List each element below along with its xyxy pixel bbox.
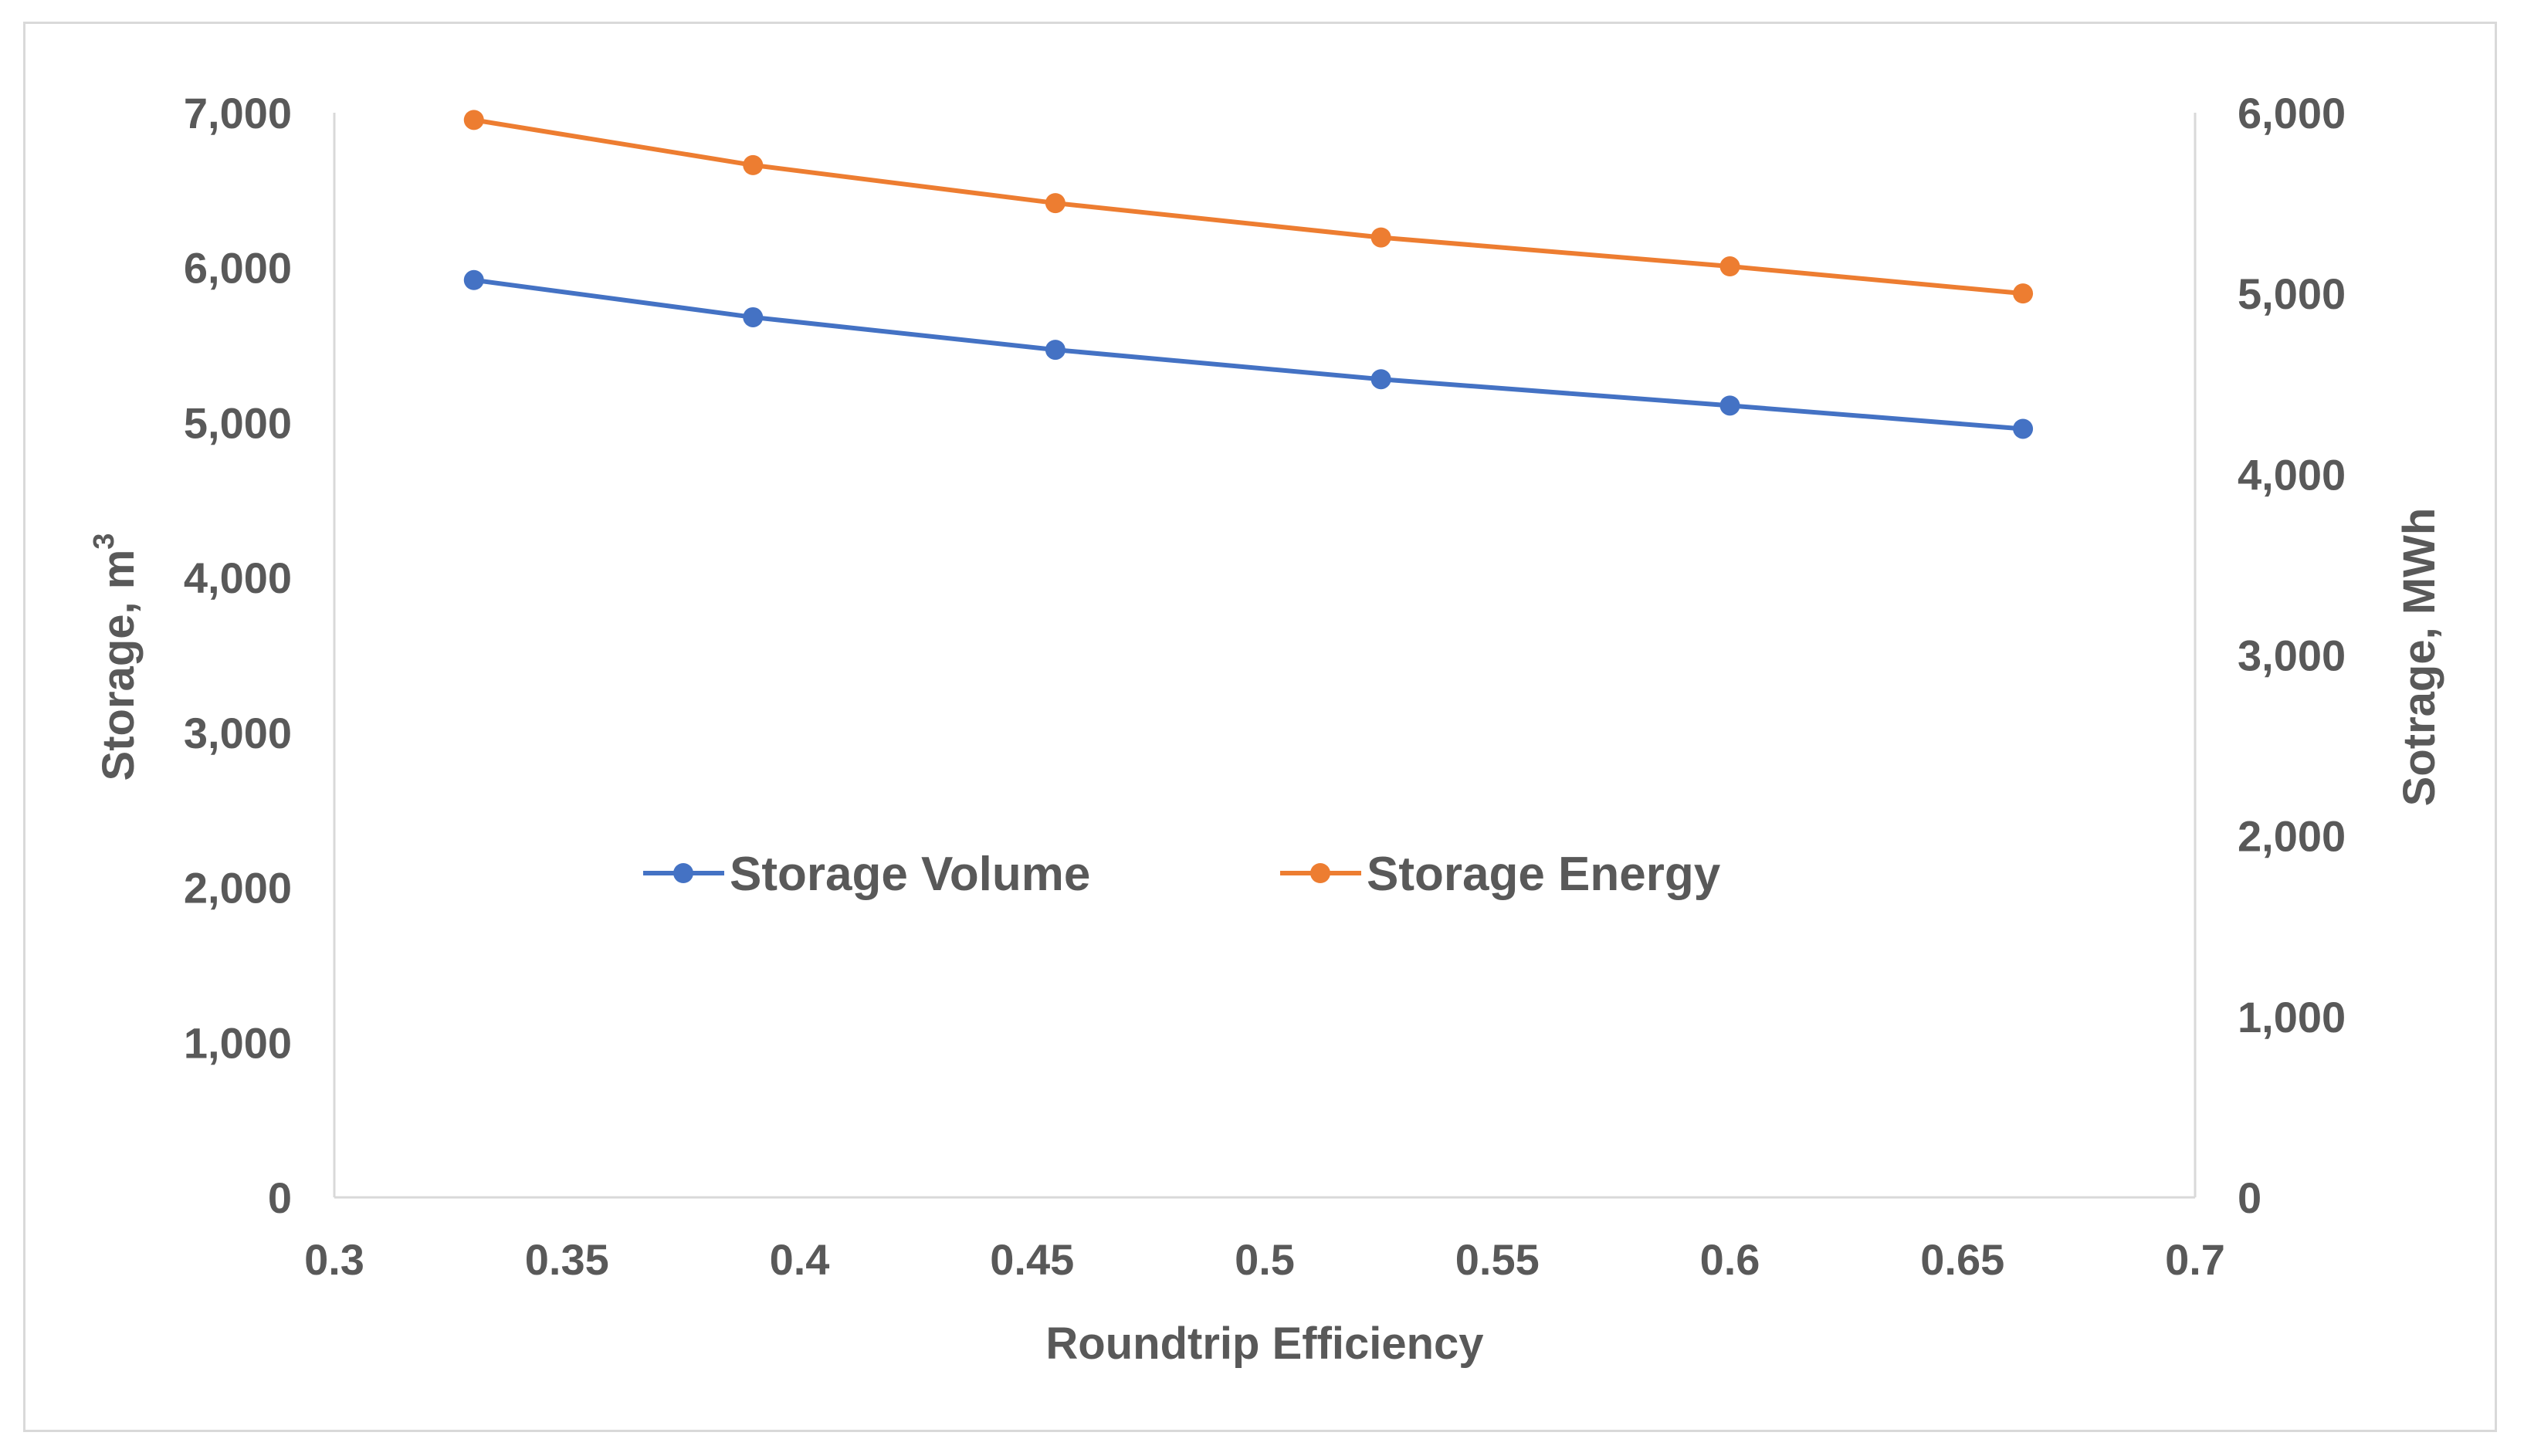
x-tick-label: 0.45 xyxy=(990,1235,1074,1284)
storage-volume-point xyxy=(2013,418,2034,439)
y-axis-left-title: Storage, m3 xyxy=(88,533,144,781)
x-tick-label: 0.7 xyxy=(2165,1235,2225,1284)
legend-item-storage-energy: Storage Energy xyxy=(1280,848,1721,901)
y-axis-left-ticks: 0 1,000 2,000 3,000 4,000 5,000 6,000 7,000 xyxy=(184,89,292,1222)
x-tick-label: 0.35 xyxy=(525,1235,609,1284)
y-right-tick-label: 4,000 xyxy=(2238,450,2346,499)
x-tick-label: 0.4 xyxy=(770,1235,830,1284)
x-axis-ticks: 0.3 0.35 0.4 0.45 0.5 0.55 0.6 0.65 0.7 xyxy=(304,1235,2225,1284)
y-axis-right-title: Sotrage, MWh xyxy=(2394,508,2444,807)
y-left-tick-label: 0 xyxy=(268,1173,292,1222)
x-tick-label: 0.3 xyxy=(304,1235,364,1284)
storage-volume-point xyxy=(1370,369,1391,390)
y-left-tick-label: 1,000 xyxy=(184,1018,292,1067)
legend-label: Storage Volume xyxy=(730,848,1090,901)
y-right-tick-label: 3,000 xyxy=(2238,631,2346,680)
legend: Storage Volume Storage Energy xyxy=(643,848,1721,901)
legend-swatch-marker xyxy=(1310,863,1330,883)
legend-label: Storage Energy xyxy=(1367,848,1721,901)
y-axis-left-title-superscript: 3 xyxy=(88,533,120,550)
y-right-tick-label: 6,000 xyxy=(2238,89,2346,137)
storage-energy-point xyxy=(1045,193,1066,214)
y-left-tick-label: 7,000 xyxy=(184,89,292,137)
y-left-tick-label: 5,000 xyxy=(184,398,292,447)
storage-volume-point xyxy=(1719,395,1740,416)
x-tick-label: 0.5 xyxy=(1235,1235,1295,1284)
storage-energy-point xyxy=(743,154,764,175)
storage-volume-point xyxy=(1045,340,1066,361)
y-right-tick-label: 0 xyxy=(2238,1173,2261,1222)
chart-area: 0.3 0.35 0.4 0.45 0.5 0.55 0.6 0.65 0.7 0 1,000 2,… xyxy=(23,22,2497,1432)
series-storage-volume xyxy=(463,269,2034,439)
series-storage-energy xyxy=(463,110,2034,304)
x-tick-label: 0.55 xyxy=(1455,1235,1540,1284)
y-right-tick-label: 2,000 xyxy=(2238,812,2346,861)
y-axis-left-title-text: Storage, m xyxy=(93,550,144,781)
y-right-tick-label: 1,000 xyxy=(2238,993,2346,1041)
storage-energy-point xyxy=(2013,283,2034,304)
storage-energy-point xyxy=(1719,256,1740,277)
storage-energy-line xyxy=(471,117,2026,296)
y-axis-right-ticks: 0 1,000 2,000 3,000 4,000 5,000 6,000 xyxy=(2238,89,2346,1222)
legend-swatch-marker xyxy=(673,863,693,883)
storage-energy-point xyxy=(463,110,484,130)
y-left-tick-label: 2,000 xyxy=(184,864,292,913)
series-layer xyxy=(463,110,2034,439)
storage-volume-line xyxy=(471,277,2026,432)
legend-item-storage-volume: Storage Volume xyxy=(643,848,1090,901)
y-left-tick-label: 3,000 xyxy=(184,709,292,757)
storage-volume-point xyxy=(743,306,764,327)
x-tick-label: 0.65 xyxy=(1920,1235,2004,1284)
x-axis-title: Roundtrip Efficiency xyxy=(1045,1319,1483,1369)
y-left-tick-label: 6,000 xyxy=(184,244,292,293)
storage-energy-point xyxy=(1370,227,1391,248)
y-right-tick-label: 5,000 xyxy=(2238,269,2346,318)
x-tick-label: 0.6 xyxy=(1700,1235,1760,1284)
chart-svg: 0.3 0.35 0.4 0.45 0.5 0.55 0.6 0.65 0.7 0 1,000 2,… xyxy=(88,89,2444,1369)
y-left-tick-label: 4,000 xyxy=(184,554,292,602)
storage-volume-point xyxy=(463,269,484,290)
